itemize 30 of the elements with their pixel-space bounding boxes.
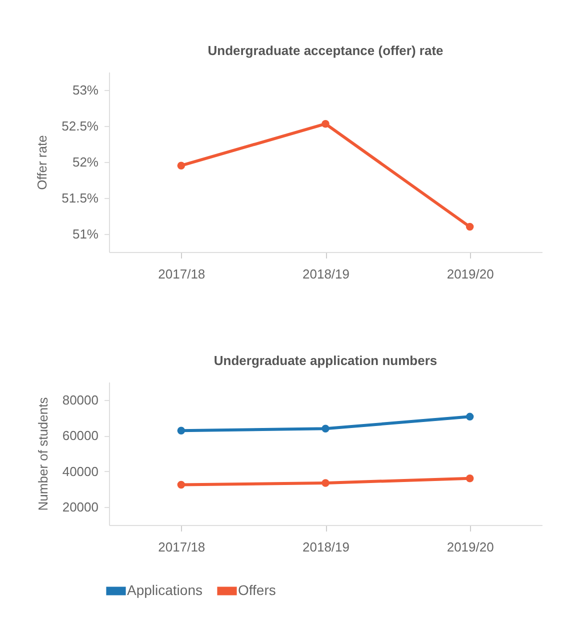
x-tick-label: 2018/19 bbox=[302, 540, 350, 554]
y-tick-label: 20000 bbox=[62, 500, 98, 515]
point bbox=[322, 120, 330, 128]
x-tick-label: 2019/20 bbox=[446, 540, 494, 554]
point bbox=[177, 162, 186, 170]
y-tick-label: 52% bbox=[72, 154, 99, 170]
y-tick-label: 40000 bbox=[62, 464, 98, 479]
point bbox=[177, 480, 186, 489]
y-tick-label: 80000 bbox=[62, 392, 98, 408]
legend-label: Applications bbox=[127, 582, 202, 598]
point bbox=[466, 222, 474, 231]
chart-title: Undergraduate acceptance (offer) rate bbox=[208, 43, 444, 58]
point bbox=[466, 474, 474, 482]
y-axis-title: Offer rate bbox=[34, 135, 50, 190]
y-tick-label: 52.5% bbox=[62, 118, 99, 134]
point bbox=[322, 424, 330, 433]
y-tick-label: 60000 bbox=[62, 428, 98, 444]
x-tick-label: 2017/18 bbox=[158, 266, 206, 282]
point bbox=[466, 412, 474, 421]
x-tick-label: 2017/18 bbox=[158, 540, 206, 554]
legend-label: Offers bbox=[238, 582, 276, 598]
point bbox=[177, 426, 186, 434]
chart-title: Undergraduate application numbers bbox=[214, 353, 438, 368]
y-tick-label: 51% bbox=[72, 226, 99, 242]
y-tick-label: 51.5% bbox=[62, 190, 99, 206]
point bbox=[322, 479, 330, 487]
x-tick-label: 2019/20 bbox=[446, 266, 494, 282]
y-tick-label: 53% bbox=[72, 82, 99, 98]
x-tick-label: 2018/19 bbox=[302, 266, 350, 282]
y-axis-title: Number of students bbox=[35, 396, 50, 511]
